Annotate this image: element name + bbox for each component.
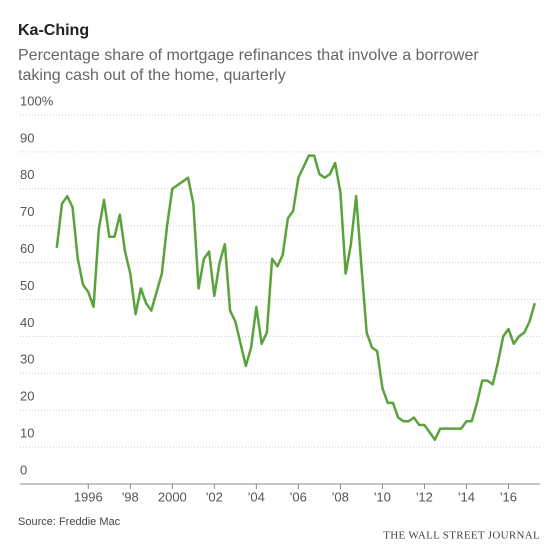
chart-subtitle: taking cash out of the home, quarterly (18, 67, 286, 84)
y-tick-label: 90 (20, 130, 34, 145)
chart-subtitle: Percentage share of mortgage refinances … (18, 47, 479, 64)
credit: THE WALL STREET JOURNAL (383, 530, 540, 542)
y-tick-label: 30 (20, 352, 34, 367)
data-line (55, 154, 536, 441)
source: Source: Freddie Mac (18, 516, 121, 528)
x-tick-label: 2000 (158, 489, 187, 504)
x-tick-label: '10 (374, 489, 391, 504)
x-tick-label: '08 (332, 489, 349, 504)
x-tick-label: '98 (122, 489, 139, 504)
chart-title: Ka-Ching (18, 22, 89, 39)
x-tick-label: '12 (416, 489, 433, 504)
y-tick-label: 100% (20, 93, 54, 108)
y-tick-label: 80 (20, 167, 34, 182)
y-tick-label: 0 (20, 462, 27, 477)
x-tick-label: '16 (500, 489, 517, 504)
x-tick-label: '14 (458, 489, 475, 504)
x-tick-label: 1996 (74, 489, 103, 504)
y-tick-label: 20 (20, 389, 34, 404)
x-tick-label: '04 (248, 489, 265, 504)
y-tick-label: 50 (20, 278, 34, 293)
y-tick-label: 40 (20, 315, 34, 330)
y-tick-label: 70 (20, 204, 34, 219)
y-tick-label: 60 (20, 241, 34, 256)
y-tick-label: 10 (20, 426, 34, 441)
x-tick-label: '02 (206, 489, 223, 504)
x-tick-label: '06 (290, 489, 307, 504)
